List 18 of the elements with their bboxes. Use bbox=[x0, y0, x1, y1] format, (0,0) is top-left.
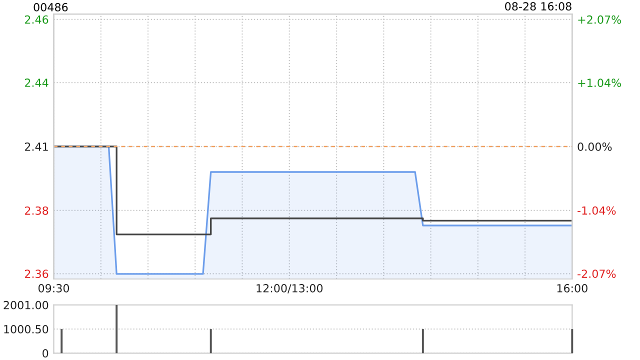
y2-tick-label: 0.00% bbox=[578, 142, 612, 151]
y-tick-label: 2.44 bbox=[24, 78, 48, 87]
y-tick-label: 2.38 bbox=[24, 206, 48, 215]
text: 08-28 16:08 bbox=[505, 2, 572, 11]
y-tick-label: 2.46 bbox=[24, 15, 48, 24]
x-tick-label: 12:00/13:00 bbox=[256, 284, 323, 294]
chart-title: 00486 bbox=[34, 3, 68, 12]
x-tick-label: 16:00 bbox=[557, 284, 588, 292]
y2-tick-label: -2.07% bbox=[578, 270, 616, 278]
y2-tick-label: +2.07% bbox=[578, 15, 622, 24]
y-tick-label: 2.36 bbox=[24, 270, 48, 278]
y2-tick-label: -1.04% bbox=[578, 206, 616, 215]
y-tick-label: 2.41 bbox=[24, 142, 48, 151]
y2-tick-label: +1.04% bbox=[578, 78, 622, 88]
x-tick-label: 09:30 bbox=[38, 284, 70, 292]
y-tick-label: 2001.00 bbox=[4, 300, 48, 310]
y-tick-label: 0 bbox=[42, 349, 48, 358]
y-tick-label: 1000.50 bbox=[4, 325, 48, 334]
